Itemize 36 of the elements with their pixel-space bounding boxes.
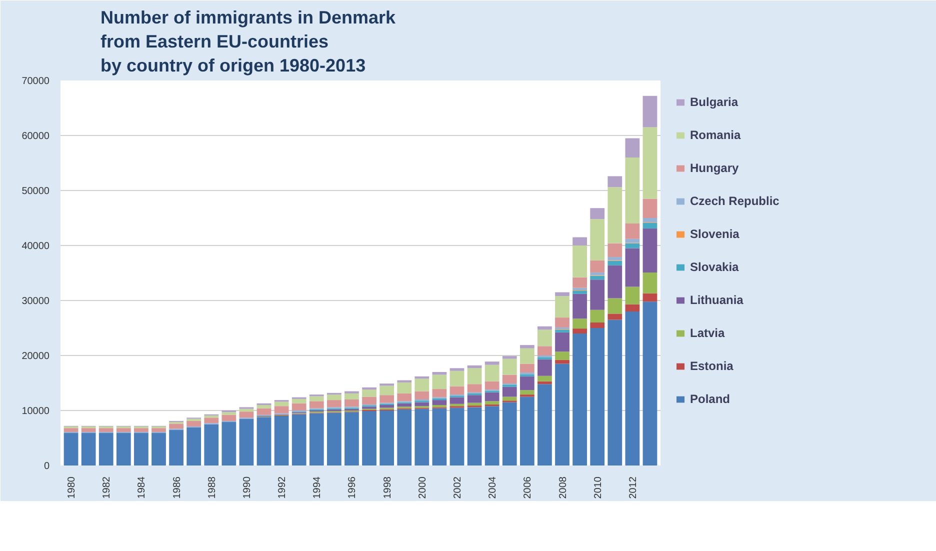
x-tick-label: 1992: [277, 476, 288, 499]
x-tick-label: 1996: [347, 476, 358, 499]
legend-label: Slovenia: [690, 227, 740, 241]
y-tick-label: 20000: [22, 351, 50, 362]
x-tick-label: 1986: [172, 476, 183, 499]
y-tick-label: 70000: [22, 76, 50, 87]
x-tick-label: 1984: [136, 476, 148, 499]
legend-label: Estonia: [690, 359, 734, 373]
x-tick-label: 2004: [488, 476, 499, 499]
legend-label: Czech Republic: [690, 194, 780, 208]
y-tick-label: 60000: [22, 131, 50, 142]
y-tick-label: 40000: [22, 241, 50, 252]
x-tick-label: 2000: [417, 476, 428, 499]
x-tick-label: 1988: [206, 476, 218, 499]
y-tick-label: 0: [44, 461, 50, 472]
y-tick-label: 10000: [22, 406, 50, 417]
x-tick-label: 2008: [558, 476, 569, 499]
chart-title: Number of immigrants in Denmark from Eastern EU-countries by country of origen 1980-2013: [100, 8, 397, 76]
x-tick-label: 2012: [628, 476, 639, 499]
x-tick-label: 2006: [522, 476, 534, 499]
x-tick-label: 2010: [592, 476, 604, 499]
y-tick-label: 50000: [22, 186, 50, 197]
legend-label: Lithuania: [690, 293, 744, 307]
legend-label: Slovakia: [690, 260, 739, 274]
x-tick-label: 1994: [312, 476, 324, 499]
legend-label: Romania: [690, 128, 741, 142]
x-tick-label: 1980: [66, 476, 78, 499]
x-tick-label: 1990: [242, 476, 253, 499]
legend-label: Poland: [690, 392, 730, 406]
legend-label: Hungary: [690, 161, 739, 175]
x-tick-label: 1982: [102, 476, 113, 499]
legend-label: Bulgaria: [690, 95, 738, 109]
legend-label: Latvia: [690, 326, 725, 340]
x-tick-label: 1998: [382, 476, 394, 499]
x-tick-label: 2002: [452, 476, 464, 499]
y-tick-label: 30000: [22, 296, 50, 307]
